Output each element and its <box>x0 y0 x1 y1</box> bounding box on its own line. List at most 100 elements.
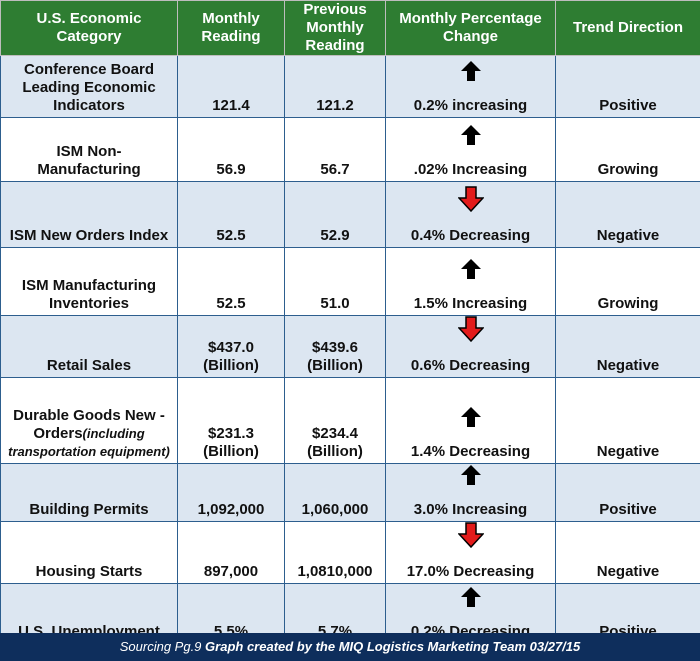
category-label: ISM New Orders Index <box>9 227 169 244</box>
monthly-reading-cell: 52.5 <box>177 247 285 316</box>
previous-unit: (Billion) <box>307 357 363 374</box>
trend-direction-cell: Growing <box>555 117 700 182</box>
monthly-value: $437.0 <box>208 339 254 356</box>
previous-reading-cell: 51.0 <box>284 247 386 316</box>
trend-text: Negative <box>596 563 660 580</box>
change-text: 1.5% Increasing <box>413 295 528 312</box>
percentage-change-cell: 0.4% Decreasing <box>385 181 556 248</box>
previous-reading-cell: 1,0810,000 <box>284 521 386 584</box>
previous-reading-cell: 1,060,000 <box>284 463 386 522</box>
category-label: ISM Non-Manufacturing <box>37 143 141 178</box>
monthly-reading-cell: $437.0 (Billion) <box>177 315 285 378</box>
previous-value: 56.7 <box>320 161 350 178</box>
previous-value: 121.2 <box>316 97 354 114</box>
up-arrow-icon <box>390 124 551 151</box>
category-cell: Housing Starts <box>0 521 178 584</box>
monthly-value: 52.5 <box>216 295 246 312</box>
change-text: 0.6% Decreasing <box>410 357 531 374</box>
category-label: Building Permits <box>29 501 149 518</box>
table-row: Conference Board Leading Economic Indica… <box>0 55 700 118</box>
up-arrow-icon <box>390 464 551 491</box>
up-arrow-icon <box>390 258 551 285</box>
footer-credit: Sourcing Pg.9 Graph created by the MIQ L… <box>0 633 700 661</box>
category-cell: Building Permits <box>0 463 178 522</box>
category-label: Conference Board Leading Economic Indica… <box>22 61 156 114</box>
monthly-value: 121.4 <box>212 97 250 114</box>
trend-direction-cell: Positive <box>555 55 700 118</box>
previous-reading-cell: 52.9 <box>284 181 386 248</box>
monthly-unit: (Billion) <box>203 443 259 460</box>
previous-unit: (Billion) <box>307 443 363 460</box>
category-cell: Conference Board Leading Economic Indica… <box>0 55 178 118</box>
previous-reading-cell: 121.2 <box>284 55 386 118</box>
change-text: 3.0% Increasing <box>413 501 528 518</box>
monthly-reading-cell: $231.3 (Billion) <box>177 377 285 464</box>
category-cell: ISM Non-Manufacturing <box>0 117 178 182</box>
previous-reading-cell: $234.4 (Billion) <box>284 377 386 464</box>
economic-indicators-table: U.S. Economic Category Monthly Reading P… <box>0 0 700 644</box>
header-row: U.S. Economic Category Monthly Reading P… <box>0 0 700 56</box>
up-arrow-icon <box>390 586 551 613</box>
footer-credit-text: Graph created by the MIQ Logistics Marke… <box>205 639 581 654</box>
change-text: 1.4% Decreasing <box>410 443 531 460</box>
down-arrow-icon <box>390 316 551 347</box>
percentage-change-cell: 3.0% Increasing <box>385 463 556 522</box>
previous-value: 1,060,000 <box>301 501 369 518</box>
category-cell: Durable Goods New -Orders(including tran… <box>0 377 178 464</box>
header-percentage-change: Monthly Percentage Change <box>385 0 556 56</box>
trend-text: Negative <box>596 357 660 374</box>
trend-direction-cell: Positive <box>555 463 700 522</box>
monthly-reading-cell: 897,000 <box>177 521 285 584</box>
category-cell: Retail Sales <box>0 315 178 378</box>
change-text: .02% Increasing <box>413 161 528 178</box>
percentage-change-cell: .02% Increasing <box>385 117 556 182</box>
table-row: ISM New Orders Index 52.5 52.9 0.4% Decreas… <box>0 181 700 248</box>
trend-text: Growing <box>597 161 659 178</box>
trend-direction-cell: Negative <box>555 521 700 584</box>
table-row: ISM Non-Manufacturing 56.9 56.7 .02% Increa… <box>0 117 700 182</box>
monthly-unit: (Billion) <box>203 357 259 374</box>
trend-text: Positive <box>599 97 657 114</box>
trend-direction-cell: Negative <box>555 315 700 378</box>
table-row: ISM Manufacturing Inventories 52.5 51.0 1.5… <box>0 247 700 316</box>
up-arrow-icon <box>390 406 551 433</box>
header-trend-direction: Trend Direction <box>555 0 700 56</box>
header-monthly-reading: Monthly Reading <box>177 0 285 56</box>
previous-reading-cell: 56.7 <box>284 117 386 182</box>
change-text: 17.0% Decreasing <box>406 563 535 580</box>
percentage-change-cell: 17.0% Decreasing <box>385 521 556 584</box>
monthly-value: 56.9 <box>216 161 246 178</box>
previous-value: 1,0810,000 <box>297 563 373 580</box>
percentage-change-cell: 1.4% Decreasing <box>385 377 556 464</box>
previous-value: $234.4 <box>312 425 358 442</box>
change-text: 0.4% Decreasing <box>410 227 531 244</box>
category-label: ISM Manufacturing Inventories <box>21 277 157 312</box>
down-arrow-icon <box>390 186 551 217</box>
percentage-change-cell: 1.5% Increasing <box>385 247 556 316</box>
monthly-reading-cell: 56.9 <box>177 117 285 182</box>
trend-direction-cell: Negative <box>555 377 700 464</box>
trend-text: Negative <box>596 227 660 244</box>
trend-direction-cell: Negative <box>555 181 700 248</box>
percentage-change-cell: 0.6% Decreasing <box>385 315 556 378</box>
monthly-reading-cell: 121.4 <box>177 55 285 118</box>
up-arrow-icon <box>390 60 551 87</box>
trend-text: Positive <box>599 501 657 518</box>
table-row: Durable Goods New -Orders(including tran… <box>0 377 700 464</box>
change-text: 0.2% increasing <box>413 97 528 114</box>
category-label: Durable Goods New -Orders <box>13 407 165 442</box>
monthly-value: 897,000 <box>203 563 259 580</box>
category-label: Retail Sales <box>46 357 132 374</box>
category-cell: ISM Manufacturing Inventories <box>0 247 178 316</box>
previous-value: 51.0 <box>320 295 350 312</box>
monthly-value: 1,092,000 <box>197 501 265 518</box>
table-row: Building Permits 1,092,000 1,060,000 3.0% I… <box>0 463 700 522</box>
previous-value: 52.9 <box>320 227 350 244</box>
table-row: Housing Starts 897,000 1,0810,000 17.0% Dec… <box>0 521 700 584</box>
table-row: Retail Sales $437.0 (Billion) $439.6 (Billio… <box>0 315 700 378</box>
header-category: U.S. Economic Category <box>0 0 178 56</box>
footer-source: Sourcing Pg.9 <box>119 639 202 654</box>
category-note: (including transportation equipment) <box>8 426 170 459</box>
monthly-reading-cell: 52.5 <box>177 181 285 248</box>
header-previous-reading: Previous Monthly Reading <box>284 0 386 56</box>
